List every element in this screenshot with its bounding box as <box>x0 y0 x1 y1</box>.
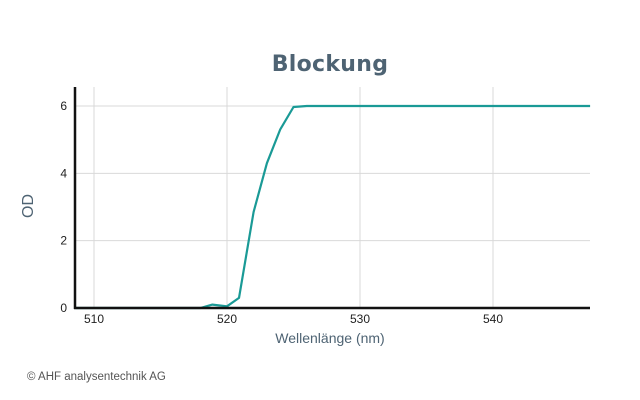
y-tick-label: 0 <box>60 301 67 315</box>
chart-title: Blockung <box>271 52 389 77</box>
x-tick-label: 530 <box>350 312 370 326</box>
od-series-line <box>75 104 591 310</box>
x-tick-label: 540 <box>483 312 503 326</box>
y-tick-label: 4 <box>60 166 67 180</box>
x-tick-label: 520 <box>217 312 237 326</box>
axis-ticks: 510 520 530 540 0 2 4 6 <box>60 99 503 326</box>
x-axis-label: Wellenlänge (nm) <box>275 330 385 346</box>
x-tick-label: 510 <box>84 312 104 326</box>
y-tick-label: 2 <box>60 234 67 248</box>
copyright-notice: © AHF analysentechnik AG <box>27 371 166 383</box>
y-tick-label: 6 <box>60 99 67 113</box>
grid-lines <box>75 87 590 308</box>
y-axis-label: OD <box>20 194 37 218</box>
